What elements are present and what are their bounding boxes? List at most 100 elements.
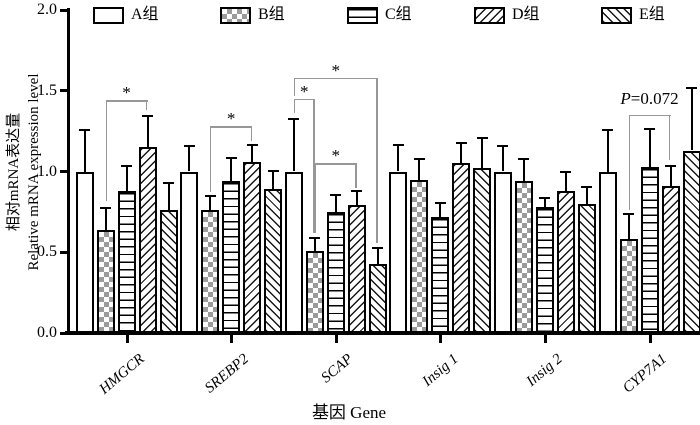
legend-swatch (474, 6, 505, 24)
sig-bracket-right-leg (313, 98, 315, 233)
error-bar-cap (455, 142, 467, 145)
error-bar-cap (560, 171, 572, 174)
x-tick (334, 335, 338, 343)
y-tick-label: 2.0 (37, 1, 57, 18)
x-tick-label: SREBP2 (202, 351, 252, 397)
error-bar-cap (100, 206, 111, 209)
error-bar-cap (288, 117, 300, 120)
error-bar (146, 116, 149, 148)
error-bar (272, 171, 275, 190)
x-axis-title: 基因 Gene (311, 403, 387, 422)
bar (368, 263, 387, 333)
error-bar-cap (686, 87, 697, 90)
legend-item: C组 (347, 6, 412, 24)
legend-label: B组 (258, 6, 285, 23)
sig-bracket-left-leg (105, 100, 107, 201)
sig-bracket-bar (628, 114, 671, 117)
bar (661, 186, 680, 333)
bar (117, 190, 136, 333)
sig-bracket-bar (210, 126, 253, 128)
error-bar (606, 131, 609, 172)
sig-bracket-left-leg (293, 98, 296, 114)
error-bar-cap (434, 201, 446, 204)
bar (619, 239, 638, 333)
sig-bracket-bar (314, 163, 357, 165)
error-bar-cap (581, 185, 593, 188)
y-tick (60, 170, 67, 173)
error-bar (690, 89, 693, 151)
bar (326, 211, 345, 333)
error-bar (397, 145, 400, 172)
error-bar-cap (372, 247, 384, 250)
bar (305, 250, 324, 333)
error-bar (439, 203, 442, 217)
sig-bracket-right-leg (355, 163, 357, 188)
bar (389, 171, 408, 333)
sig-bracket-right-leg (669, 114, 671, 161)
sig-bracket-bar (293, 77, 378, 80)
error-bar-cap (539, 196, 551, 199)
legend-swatch (93, 6, 124, 24)
bar (452, 163, 471, 333)
x-tick (230, 335, 234, 343)
error-bar (83, 131, 86, 172)
legend-label: C组 (385, 6, 412, 23)
bar (264, 189, 283, 333)
error-bar (585, 187, 588, 204)
sig-label: * (122, 83, 131, 103)
bar (243, 161, 262, 333)
bar (682, 150, 700, 333)
bar (284, 171, 303, 333)
y-axis-spine (67, 8, 70, 335)
bar (514, 181, 533, 333)
error-bar-cap (665, 164, 676, 167)
sig-bracket-left-leg (628, 114, 630, 211)
error-bar (355, 192, 358, 206)
error-bar-cap (392, 143, 404, 146)
bar (598, 171, 617, 333)
error-bar (104, 208, 107, 230)
legend-label: A组 (131, 6, 159, 23)
bar (535, 207, 554, 333)
y-tick-label: 1.5 (37, 81, 57, 99)
error-bar-cap (246, 143, 258, 146)
error-bar (251, 145, 254, 162)
bar (347, 205, 366, 333)
error-bar-cap (142, 114, 153, 117)
error-bar (481, 139, 484, 169)
error-bar (501, 147, 504, 172)
error-bar (648, 129, 651, 167)
error-bar-cap (330, 193, 342, 196)
error-bar (564, 173, 567, 191)
legend-item: E组 (601, 6, 665, 24)
error-bar-cap (476, 137, 488, 140)
bar (222, 181, 241, 333)
bar (96, 229, 115, 333)
y-tick-label: 0.5 (37, 243, 57, 261)
x-tick (648, 335, 652, 343)
y-tick (60, 250, 67, 254)
bar (493, 171, 512, 333)
error-bar (522, 160, 525, 182)
sig-label: * (331, 146, 340, 166)
x-tick (439, 335, 443, 343)
error-bar (334, 195, 337, 212)
x-tick-label: HMGCR (96, 351, 148, 398)
sig-label: * (299, 81, 309, 101)
error-bar-cap (351, 190, 363, 193)
error-bar (167, 184, 170, 211)
error-bar-cap (183, 145, 195, 148)
sig-bracket-right-leg (376, 77, 378, 243)
x-tick-label: CYP7A1 (620, 351, 671, 397)
sig-bracket-bar (293, 98, 315, 101)
y-tick-label: 0.0 (37, 324, 57, 341)
legend-item: B组 (220, 6, 285, 24)
error-bar-cap (225, 156, 237, 159)
sig-label: * (226, 109, 236, 129)
error-bar (376, 249, 379, 264)
legend-label: D组 (512, 6, 540, 23)
bar (201, 210, 220, 333)
error-bar-cap (518, 158, 530, 161)
error-bar-cap (602, 129, 613, 132)
error-bar-cap (163, 182, 174, 185)
